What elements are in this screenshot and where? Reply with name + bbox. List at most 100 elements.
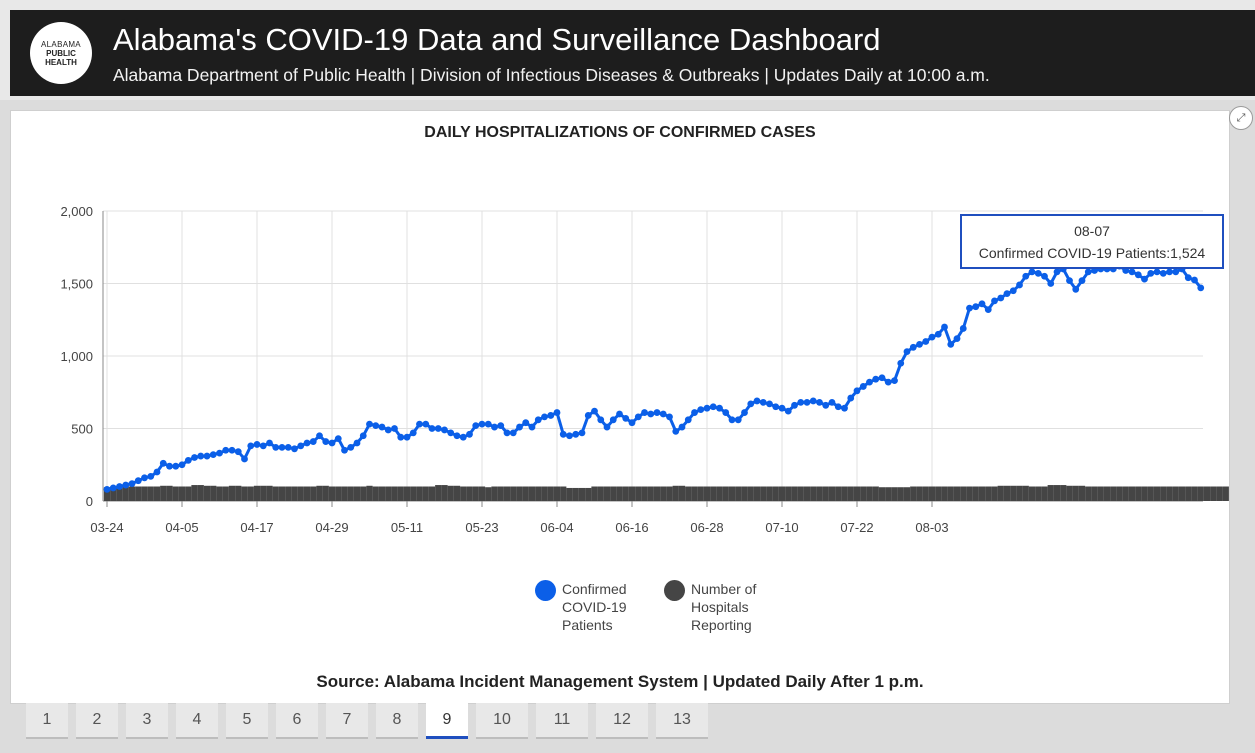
tab-6[interactable]: 6: [276, 703, 318, 739]
hospitals-bar: [1103, 486, 1111, 501]
hospitals-bar: [210, 485, 217, 501]
x-tick-label: 05-23: [465, 520, 498, 535]
hospitals-bar: [1178, 486, 1186, 501]
hospitals-bar: [766, 486, 773, 501]
tab-11[interactable]: 11: [536, 703, 588, 739]
patients-point: [197, 452, 205, 460]
hospitals-bar: [1085, 486, 1092, 501]
hospitals-bar: [172, 486, 179, 501]
hospitals-bar: [697, 486, 704, 501]
tab-3[interactable]: 3: [126, 703, 168, 739]
patients-point: [647, 410, 655, 418]
patients-point: [978, 300, 986, 308]
patients-point: [528, 423, 536, 431]
patients-point: [441, 426, 448, 434]
hospitals-bar: [122, 486, 129, 501]
patients-point: [309, 438, 317, 445]
patients-point: [1172, 268, 1180, 276]
patients-point: [247, 442, 255, 450]
tab-1[interactable]: 1: [26, 703, 68, 739]
patients-point: [291, 445, 298, 453]
y-tick-label: 1,500: [60, 277, 93, 292]
hospitals-bar: [297, 486, 304, 501]
hospitals-bar: [541, 486, 548, 501]
x-tick-label: 06-28: [690, 520, 723, 535]
patients-point: [709, 403, 717, 411]
hospitals-bar: [797, 486, 804, 501]
tab-13[interactable]: 13: [656, 703, 708, 739]
patients-point: [609, 416, 617, 424]
hospitals-bar: [153, 486, 161, 501]
patients-point: [584, 412, 592, 419]
patients-point: [509, 429, 517, 437]
y-tick-label: 500: [71, 422, 93, 437]
tab-8[interactable]: 8: [376, 703, 418, 739]
patients-point: [1134, 271, 1142, 279]
hospitals-bar: [947, 486, 954, 501]
hospitals-bar: [1122, 486, 1129, 501]
adph-logo: ALABAMA PUBLIC HEALTH: [30, 22, 92, 84]
hospitals-bar: [716, 486, 723, 501]
tab-2[interactable]: 2: [76, 703, 118, 739]
patients-point: [1022, 272, 1030, 280]
hospitals-bar: [703, 486, 711, 501]
patients-point: [1016, 281, 1023, 289]
patients-point: [553, 409, 561, 416]
patients-point: [991, 297, 998, 305]
hospitals-bar: [666, 486, 673, 501]
y-tick-label: 1,000: [60, 349, 93, 364]
hospitals-bar: [872, 486, 879, 501]
patients-point: [534, 416, 542, 424]
tab-12[interactable]: 12: [596, 703, 648, 739]
hospitals-bar: [972, 486, 979, 501]
patients-point: [409, 429, 417, 437]
patients-point: [1141, 275, 1148, 283]
legend-item-hospitals[interactable]: Number of Hospitals Reporting: [664, 580, 771, 634]
hospitals-bar: [478, 486, 486, 501]
hospitals-bar: [135, 486, 142, 501]
hospitals-bar: [341, 486, 348, 501]
hospitals-bar: [791, 486, 798, 501]
hospitals-bar: [222, 486, 229, 501]
hospitals-bar: [1053, 485, 1061, 501]
hospitals-bar: [660, 486, 667, 501]
patients-point: [603, 423, 611, 431]
hospitals-bar: [722, 486, 729, 501]
patients-point: [228, 446, 236, 454]
hospitals-bar: [422, 486, 429, 501]
hospitals-bar: [816, 486, 823, 501]
patients-point: [1166, 268, 1173, 276]
patients-point: [747, 400, 755, 408]
expand-button[interactable]: ⤢: [1229, 106, 1253, 130]
logo-line-1: ALABAMA: [41, 39, 81, 49]
hospitals-bar: [472, 486, 479, 501]
hospitals-bar: [635, 486, 642, 501]
patients-point: [872, 375, 880, 383]
patients-point: [934, 330, 942, 338]
patients-point: [834, 403, 842, 411]
tab-9[interactable]: 9: [426, 703, 468, 739]
patients-point: [759, 399, 767, 406]
hospitals-bar: [1135, 486, 1142, 501]
tab-5[interactable]: 5: [226, 703, 268, 739]
hospitals-bar: [228, 485, 236, 501]
tab-10[interactable]: 10: [476, 703, 528, 739]
hospitals-bar: [1078, 485, 1086, 501]
hospitals-bar: [1110, 486, 1117, 501]
hospitals-bar: [810, 486, 817, 501]
patients-point: [372, 422, 380, 429]
patients-point: [878, 374, 886, 382]
patients-point: [134, 477, 142, 485]
legend-item-confirmed[interactable]: Confirmed COVID-19 Patients: [535, 580, 642, 634]
tab-4[interactable]: 4: [176, 703, 218, 739]
patients-point: [322, 438, 330, 445]
hospitals-bar: [185, 486, 192, 501]
patients-point: [772, 403, 780, 411]
patients-point: [1003, 290, 1011, 298]
hospitals-bar: [772, 486, 779, 501]
hospitals-bar: [416, 486, 423, 501]
hospitals-bar: [653, 486, 661, 501]
tab-7[interactable]: 7: [326, 703, 368, 739]
hospitals-bar: [910, 486, 917, 501]
patients-point: [297, 442, 305, 450]
